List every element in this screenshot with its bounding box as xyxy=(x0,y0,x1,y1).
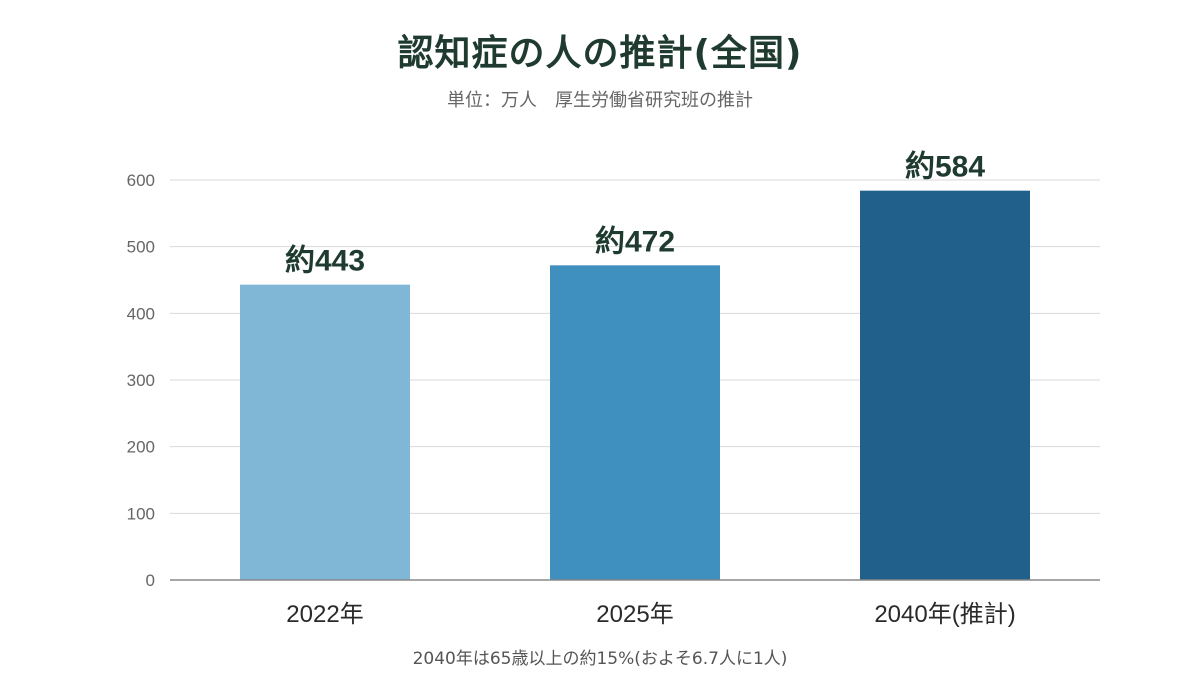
chart-subtitle: 単位：万人 厚生労働省研究班の推計 xyxy=(447,90,753,111)
x-tick-label: 2022年 xyxy=(286,601,363,628)
y-tick-label: 600 xyxy=(127,171,155,190)
y-tick-label: 200 xyxy=(127,438,155,457)
data-label: 約472 xyxy=(595,225,675,258)
x-axis-ticks: 2022年 2025年 2040年(推計) xyxy=(286,601,1015,628)
data-label: 約443 xyxy=(285,245,365,278)
bar xyxy=(860,190,1030,580)
y-tick-label: 500 xyxy=(127,238,155,257)
bars xyxy=(240,190,1030,580)
footnote: 2040年は65歳以上の約15%(およそ6.7人に1人) xyxy=(412,649,788,669)
chart-title: 認知症の人の推計(全国) xyxy=(397,33,803,74)
y-tick-label: 300 xyxy=(127,371,155,390)
x-tick-label: 2040年(推計) xyxy=(874,601,1015,628)
y-tick-label: 0 xyxy=(146,571,155,590)
y-axis-ticks: 0 100 200 300 400 500 600 xyxy=(127,171,155,590)
bar xyxy=(240,284,410,580)
data-labels: 約443 約472 約584 xyxy=(285,151,985,278)
y-tick-label: 400 xyxy=(127,304,155,323)
data-label: 約584 xyxy=(905,151,985,184)
y-tick-label: 100 xyxy=(127,504,155,523)
x-tick-label: 2025年 xyxy=(596,601,673,628)
bar xyxy=(550,265,720,580)
